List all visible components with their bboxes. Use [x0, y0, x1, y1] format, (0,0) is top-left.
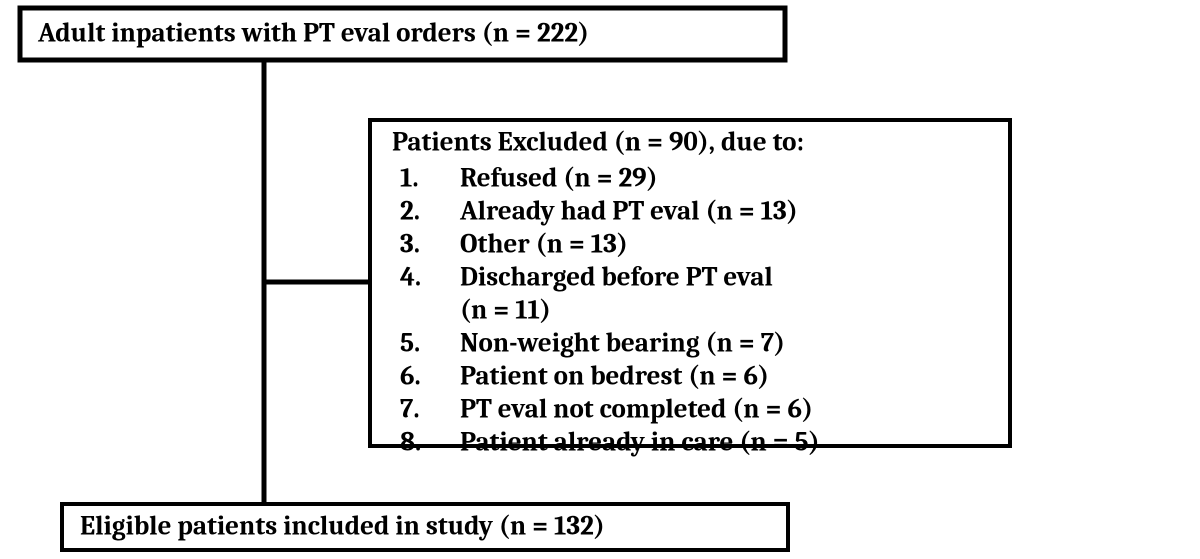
- list-number: 2.: [400, 196, 420, 227]
- list-item-text: Other (n = 13): [460, 229, 628, 260]
- excluded-header: Patients Excluded (n = 90), due to:: [392, 127, 804, 158]
- list-item-text: PT eval not completed (n = 6): [460, 394, 813, 425]
- list-item-text: Patient on bedrest (n = 6): [460, 361, 769, 392]
- list-item-text: Patient already in care (n = 5): [460, 427, 820, 458]
- list-item-text: Refused (n = 29): [460, 163, 658, 194]
- list-item-text: Non-weight bearing (n = 7): [460, 328, 785, 359]
- list-number: 8.: [400, 427, 421, 458]
- list-number: 1.: [400, 163, 419, 194]
- list-item-text: (n = 11): [460, 295, 551, 326]
- list-item-text: Already had PT eval (n = 13): [459, 196, 798, 227]
- top-box-text: Adult inpatients with PT eval orders (n …: [37, 18, 589, 49]
- list-number: 5.: [400, 328, 420, 359]
- list-number: 6.: [400, 361, 421, 392]
- bottom-box: Eligible patients included in study (n =…: [62, 504, 788, 550]
- top-box: Adult inpatients with PT eval orders (n …: [20, 8, 785, 60]
- excluded-box: Patients Excluded (n = 90), due to: 1. Ref…: [370, 120, 1010, 458]
- bottom-box-text: Eligible patients included in study (n =…: [80, 511, 605, 542]
- list-item-text: Discharged before PT eval: [460, 262, 773, 293]
- list-number: 4.: [400, 262, 421, 293]
- list-number: 7.: [400, 394, 420, 425]
- list-number: 3.: [400, 229, 420, 260]
